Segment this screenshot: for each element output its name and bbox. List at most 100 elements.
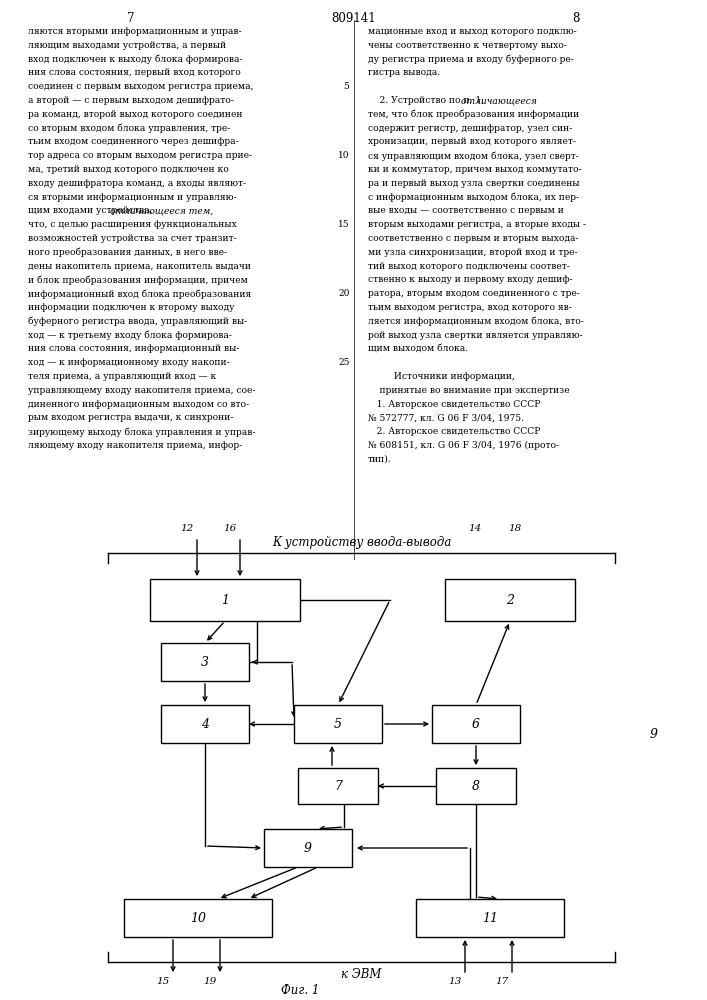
Text: ляется информационным входом блока, вто-: ляется информационным входом блока, вто- <box>368 317 584 326</box>
Text: ляются вторыми информационным и управ-: ляются вторыми информационным и управ- <box>28 27 242 36</box>
Text: 10: 10 <box>190 912 206 924</box>
Text: № 572777, кл. G 06 F 3/04, 1975.: № 572777, кл. G 06 F 3/04, 1975. <box>368 413 524 422</box>
Text: 7: 7 <box>334 780 342 792</box>
Text: и блок преобразования информации, причем: и блок преобразования информации, причем <box>28 275 248 285</box>
Text: с информационным выходом блока, их пер-: с информационным выходом блока, их пер- <box>368 193 579 202</box>
Text: тип).: тип). <box>368 455 392 464</box>
Text: 20: 20 <box>338 289 349 298</box>
Text: ляющим выходами устройства, а первый: ляющим выходами устройства, а первый <box>28 41 226 50</box>
Text: вход подключен к выходу блока формирова-: вход подключен к выходу блока формирова- <box>28 55 243 64</box>
Text: ного преобразования данных, в него вве-: ного преобразования данных, в него вве- <box>28 248 227 257</box>
Text: 17: 17 <box>496 977 509 986</box>
Text: дены накопитель приема, накопитель выдачи: дены накопитель приема, накопитель выдач… <box>28 262 251 271</box>
Bar <box>436 768 516 804</box>
Text: 3: 3 <box>201 656 209 668</box>
Text: 5: 5 <box>334 718 342 730</box>
Bar <box>124 899 272 937</box>
Text: ки и коммутатор, причем выход коммутато-: ки и коммутатор, причем выход коммутато- <box>368 165 582 174</box>
Text: 13: 13 <box>449 977 462 986</box>
Text: отличающееся: отличающееся <box>461 96 539 105</box>
Text: информации подключен к второму выходу: информации подключен к второму выходу <box>28 303 235 312</box>
Text: теля приема, а управляющий вход — к: теля приема, а управляющий вход — к <box>28 372 216 381</box>
Text: принятые во внимание при экспертизе: принятые во внимание при экспертизе <box>368 386 570 395</box>
Text: 12: 12 <box>181 524 194 533</box>
Text: 1. Авторское свидетельство СССР: 1. Авторское свидетельство СССР <box>368 400 540 409</box>
Text: ляющему входу накопителя приема, инфор-: ляющему входу накопителя приема, инфор- <box>28 441 243 450</box>
Text: 16: 16 <box>223 524 237 533</box>
Bar <box>432 705 520 743</box>
Bar <box>294 705 382 743</box>
Text: ма, третий выход которого подключен ко: ма, третий выход которого подключен ко <box>28 165 229 174</box>
Text: 25: 25 <box>338 358 349 367</box>
Text: рой выход узла свертки является управляю-: рой выход узла свертки является управляю… <box>368 331 583 340</box>
Text: 809141: 809141 <box>331 12 376 25</box>
Text: ратора, вторым входом соединенного с тре-: ратора, вторым входом соединенного с тре… <box>368 289 580 298</box>
Text: что, с целью расширения функциональных: что, с целью расширения функциональных <box>28 220 237 229</box>
Text: 10: 10 <box>338 151 349 160</box>
Text: Источники информации,: Источники информации, <box>368 372 515 381</box>
Text: ду регистра приема и входу буферного ре-: ду регистра приема и входу буферного ре- <box>368 55 574 64</box>
Text: к ЭВМ: к ЭВМ <box>341 968 382 981</box>
Text: 2. Авторское свидетельство СССР: 2. Авторское свидетельство СССР <box>368 427 540 436</box>
Text: ся вторыми информационным и управляю-: ся вторыми информационным и управляю- <box>28 193 237 202</box>
Bar <box>445 579 575 621</box>
Text: рым входом регистра выдачи, к синхрони-: рым входом регистра выдачи, к синхрони- <box>28 413 233 422</box>
Text: № 608151, кл. G 06 F 3/04, 1976 (прото-: № 608151, кл. G 06 F 3/04, 1976 (прото- <box>368 441 559 450</box>
Bar <box>161 705 249 743</box>
Text: вые входы — соответственно с первым и: вые входы — соответственно с первым и <box>368 206 564 215</box>
Text: мационные вход и выход которого подклю-: мационные вход и выход которого подклю- <box>368 27 577 36</box>
Text: тьим входом соединенного через дешифра-: тьим входом соединенного через дешифра- <box>28 137 239 146</box>
Text: чены соответственно к четвертому выхо-: чены соответственно к четвертому выхо- <box>368 41 567 50</box>
Text: ния слова состояния, информационный вы-: ния слова состояния, информационный вы- <box>28 344 240 353</box>
Text: щим выходом блока.: щим выходом блока. <box>368 344 468 353</box>
Text: тем, что блок преобразования информации: тем, что блок преобразования информации <box>368 110 579 119</box>
Text: а второй — с первым выходом дешифрато-: а второй — с первым выходом дешифрато- <box>28 96 234 105</box>
Text: 7: 7 <box>127 12 134 25</box>
Text: со вторым входом блока управления, тре-: со вторым входом блока управления, тре- <box>28 124 230 133</box>
Text: буферного регистра ввода, управляющий вы-: буферного регистра ввода, управляющий вы… <box>28 317 247 326</box>
Bar <box>298 768 378 804</box>
Text: тьим выходом регистра, вход которого яв-: тьим выходом регистра, вход которого яв- <box>368 303 572 312</box>
Bar <box>161 643 249 681</box>
Text: ход — к третьему входу блока формирова-: ход — к третьему входу блока формирова- <box>28 331 232 340</box>
Text: 2: 2 <box>506 593 514 606</box>
Text: 4: 4 <box>201 718 209 730</box>
Text: 19: 19 <box>204 977 217 986</box>
Text: 9: 9 <box>650 728 658 742</box>
Text: ра команд, второй выход которого соединен: ра команд, второй выход которого соедине… <box>28 110 243 119</box>
Text: информационный вход блока преобразования: информационный вход блока преобразования <box>28 289 251 299</box>
Text: 14: 14 <box>469 524 482 533</box>
Text: отличающееся тем,: отличающееся тем, <box>110 206 214 215</box>
Bar <box>264 829 352 867</box>
Text: 1: 1 <box>221 593 229 606</box>
Text: ми узла синхронизации, второй вход и тре-: ми узла синхронизации, второй вход и тре… <box>368 248 578 257</box>
Text: тий выход которого подключены соответ-: тий выход которого подключены соответ- <box>368 262 570 271</box>
Text: зирующему выходу блока управления и управ-: зирующему выходу блока управления и упра… <box>28 427 255 437</box>
Bar <box>150 579 300 621</box>
Text: 15: 15 <box>157 977 170 986</box>
Text: К устройству ввода-вывода: К устройству ввода-вывода <box>271 536 451 549</box>
Text: гистра вывода.: гистра вывода. <box>368 68 440 77</box>
Text: 6: 6 <box>472 718 480 730</box>
Text: соединен с первым выходом регистра приема,: соединен с первым выходом регистра прием… <box>28 82 254 91</box>
Text: 11: 11 <box>482 912 498 924</box>
Text: 8: 8 <box>472 780 480 792</box>
Text: содержит регистр, дешифратор, узел син-: содержит регистр, дешифратор, узел син- <box>368 124 573 133</box>
Text: ственно к выходу и первому входу дешиф-: ственно к выходу и первому входу дешиф- <box>368 275 573 284</box>
Text: возможностей устройства за счет транзит-: возможностей устройства за счет транзит- <box>28 234 237 243</box>
Text: ра и первый выход узла свертки соединены: ра и первый выход узла свертки соединены <box>368 179 580 188</box>
Text: ния слова состояния, первый вход которого: ния слова состояния, первый вход которог… <box>28 68 241 77</box>
Text: ся управляющим входом блока, узел сверт-: ся управляющим входом блока, узел сверт- <box>368 151 579 161</box>
Text: тор адреса со вторым выходом регистра прие-: тор адреса со вторым выходом регистра пр… <box>28 151 252 160</box>
Text: 9: 9 <box>304 842 312 854</box>
Text: щим входами устройства,: щим входами устройства, <box>28 206 156 215</box>
Text: Фиг. 1: Фиг. 1 <box>281 984 319 997</box>
Text: 8: 8 <box>573 12 580 25</box>
Text: управляющему входу накопителя приема, сое-: управляющему входу накопителя приема, со… <box>28 386 255 395</box>
Text: входу дешифратора команд, а входы являют-: входу дешифратора команд, а входы являют… <box>28 179 246 188</box>
Text: 2. Устройство по п. 1,: 2. Устройство по п. 1, <box>368 96 487 105</box>
Text: хронизации, первый вход которого являет-: хронизации, первый вход которого являет- <box>368 137 576 146</box>
Bar <box>416 899 564 937</box>
Text: ход — к информационному входу накопи-: ход — к информационному входу накопи- <box>28 358 230 367</box>
Text: 18: 18 <box>509 524 522 533</box>
